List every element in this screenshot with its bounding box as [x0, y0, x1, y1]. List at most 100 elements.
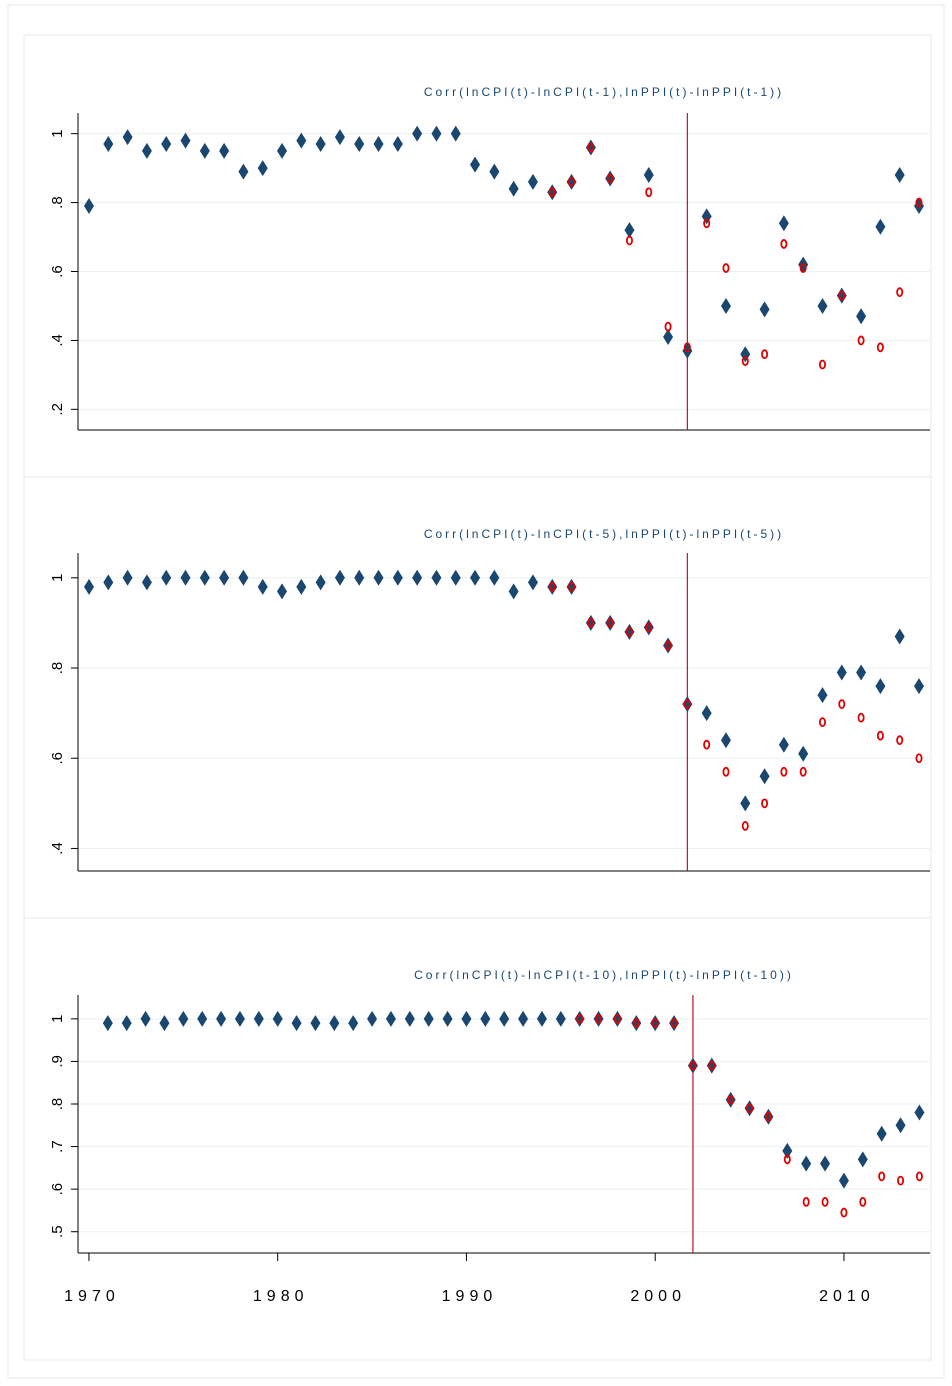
- point: [669, 1015, 680, 1032]
- point: [836, 664, 847, 681]
- point: [568, 581, 576, 592]
- point: [682, 696, 693, 713]
- point: [373, 569, 384, 586]
- point: [354, 136, 365, 153]
- point: [180, 569, 191, 586]
- point: [499, 1010, 510, 1027]
- point: [915, 753, 923, 764]
- point: [703, 218, 711, 229]
- point: [141, 142, 152, 159]
- point: [257, 578, 268, 595]
- point: [587, 618, 595, 628]
- point: [354, 569, 365, 586]
- point: [180, 132, 191, 149]
- point: [277, 583, 288, 600]
- point: [161, 569, 172, 586]
- point: [84, 578, 95, 595]
- x-tick-label: 2010: [819, 1288, 875, 1305]
- y-tick-label: .6: [49, 265, 66, 278]
- point: [216, 1010, 227, 1027]
- point: [818, 717, 826, 728]
- x-tick-label: 1990: [442, 1288, 498, 1305]
- point: [915, 197, 923, 208]
- point: [761, 349, 769, 360]
- point: [291, 1015, 302, 1032]
- point: [706, 1057, 717, 1074]
- point: [103, 574, 114, 591]
- point: [857, 1151, 868, 1168]
- point: [683, 342, 691, 353]
- point: [782, 1142, 793, 1159]
- x-tick-label: 1980: [253, 1288, 309, 1305]
- point: [593, 1010, 604, 1027]
- point: [547, 184, 558, 201]
- y-tick-label: 1: [49, 574, 66, 582]
- point: [838, 290, 846, 301]
- y-tick-label: .8: [49, 1098, 66, 1111]
- point: [840, 1207, 848, 1218]
- point: [783, 1154, 791, 1165]
- point: [838, 699, 846, 710]
- point: [103, 136, 114, 153]
- point: [780, 239, 788, 249]
- point: [802, 1197, 810, 1207]
- point: [508, 583, 519, 600]
- point: [857, 335, 865, 346]
- point: [431, 569, 442, 586]
- point: [664, 321, 672, 332]
- point: [625, 235, 633, 246]
- point: [566, 173, 577, 190]
- point: [801, 1155, 812, 1172]
- point: [606, 173, 614, 184]
- point: [613, 1013, 621, 1024]
- point: [585, 614, 596, 631]
- point: [663, 328, 674, 345]
- point: [102, 1015, 113, 1032]
- point: [664, 640, 672, 651]
- point: [914, 1104, 925, 1121]
- point: [310, 1015, 321, 1032]
- point: [683, 699, 691, 710]
- chart-title: Corr(lnCPI(t)-lnCPI(t-1),lnPPI(t)-lnPPI(…: [424, 85, 784, 99]
- point: [632, 1018, 640, 1028]
- point: [701, 705, 712, 722]
- point: [547, 578, 558, 595]
- point: [720, 297, 731, 314]
- point: [876, 730, 884, 741]
- x-tick-label: 1970: [64, 1288, 120, 1305]
- point: [798, 745, 809, 762]
- point: [722, 263, 730, 273]
- point: [689, 1060, 697, 1071]
- point: [568, 177, 576, 187]
- point: [412, 569, 423, 586]
- point: [670, 1018, 678, 1028]
- point: [518, 1010, 529, 1027]
- point: [915, 1171, 923, 1182]
- y-tick-label: .9: [49, 1055, 66, 1068]
- point: [856, 664, 867, 681]
- point: [624, 222, 635, 239]
- point: [199, 142, 210, 159]
- point: [348, 1015, 359, 1032]
- point: [329, 1015, 340, 1032]
- point: [859, 1197, 867, 1207]
- point: [894, 167, 905, 184]
- point: [161, 136, 172, 153]
- y-tick-label: .4: [49, 842, 66, 855]
- y-tick-label: .5: [49, 1225, 66, 1238]
- y-tick-label: .7: [49, 1140, 66, 1153]
- point: [385, 1010, 396, 1027]
- point: [722, 766, 730, 777]
- point: [708, 1060, 716, 1071]
- point: [631, 1015, 642, 1032]
- point: [296, 132, 307, 149]
- point: [234, 1010, 245, 1027]
- point: [759, 301, 770, 318]
- y-tick-label: .8: [49, 662, 66, 675]
- point: [219, 142, 230, 159]
- point: [836, 287, 847, 304]
- point: [576, 1013, 584, 1024]
- point: [625, 627, 633, 637]
- point: [315, 574, 326, 591]
